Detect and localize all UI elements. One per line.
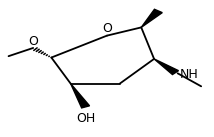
Polygon shape (71, 84, 89, 108)
Text: OH: OH (76, 112, 95, 125)
Polygon shape (154, 59, 178, 75)
Text: O: O (102, 22, 112, 35)
Polygon shape (141, 9, 162, 27)
Text: O: O (28, 35, 38, 48)
Text: NH: NH (180, 68, 199, 81)
